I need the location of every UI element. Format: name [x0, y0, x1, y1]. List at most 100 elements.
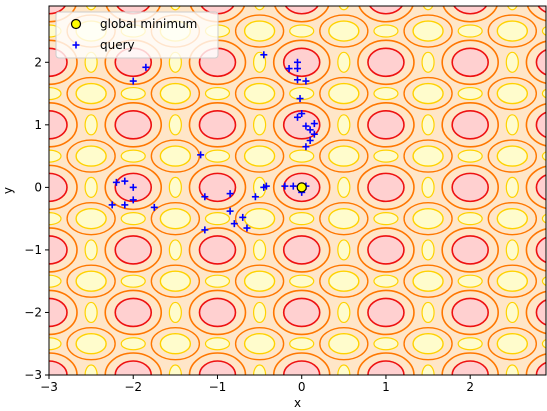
contour-ring-outer: [104, 289, 163, 336]
contour-saddle: [457, 212, 483, 226]
contour-cell: [441, 102, 499, 148]
contour-cell: [49, 164, 78, 211]
contour-peak-outer: [319, 327, 369, 361]
contour-saddle: [421, 239, 435, 261]
contour-peak: [319, 139, 369, 173]
query-point: [197, 151, 205, 159]
contour-peak-inner: [328, 20, 360, 42]
contour-cell: [525, 290, 546, 335]
contour-ring-outer: [442, 6, 498, 23]
contour-ring-inner: [49, 360, 68, 375]
contour-ring-inner: [537, 6, 546, 13]
contour-cell: [442, 6, 498, 23]
contour-peak-inner: [159, 82, 192, 105]
contour-cell: [357, 102, 415, 148]
contour-saddle: [84, 364, 98, 375]
contour-cell: [525, 228, 546, 272]
x-axis-label: x: [294, 396, 301, 410]
contour-peak-inner: [412, 82, 444, 105]
y-tick-label: −2: [24, 305, 42, 319]
contour-peak-outer: [319, 76, 369, 111]
contour-saddle: [541, 213, 546, 224]
contour-saddle: [337, 364, 351, 375]
contour-saddle: [373, 337, 399, 351]
contour-ring-inner: [114, 235, 153, 265]
contour-peak-outer: [66, 139, 116, 173]
contour-saddle: [84, 176, 98, 198]
contour-saddle: [49, 149, 62, 163]
contour-ring-inner: [198, 297, 237, 328]
legend-query-label: query: [100, 38, 135, 52]
x-tick-label: 1: [382, 380, 390, 394]
contour-ring-inner: [535, 174, 546, 201]
contour-saddle: [337, 301, 351, 324]
contour-cell: [188, 164, 247, 211]
contour-ring-inner: [114, 110, 153, 140]
contour-ring-outer: [49, 164, 78, 211]
query-point: [150, 203, 158, 211]
x-tick-label: −2: [124, 380, 142, 394]
contour-ring-outer: [272, 39, 331, 86]
contour-peak: [150, 139, 201, 173]
contour-ring-inner: [451, 110, 489, 140]
contour-cell: [274, 6, 330, 23]
query-point: [142, 63, 150, 71]
contour-ring-outer: [272, 227, 331, 273]
contour-cell: [49, 227, 78, 273]
contour-cell: [49, 6, 77, 23]
contour-saddle: [204, 149, 231, 163]
contour-ring-inner: [451, 297, 489, 328]
contour-saddle: [373, 24, 399, 38]
query-point: [226, 207, 234, 215]
contour-peak-outer: [403, 201, 453, 236]
contour-peak-inner: [412, 333, 444, 355]
contour-saddle: [254, 6, 265, 11]
contour-peak-inner: [412, 270, 444, 292]
contour-saddle: [168, 364, 182, 375]
contour-peak-inner: [243, 145, 276, 167]
contour-peak-outer: [319, 264, 369, 298]
contour-ring-inner: [367, 360, 405, 375]
query-point: [302, 77, 310, 85]
contour-ring-outer: [49, 102, 78, 148]
contour-saddle: [541, 338, 546, 349]
contour-peak-outer: [319, 139, 369, 173]
contour-peak-inner: [328, 82, 360, 105]
contour-saddle: [49, 86, 62, 101]
contour-cell: [188, 352, 247, 375]
y-tick-label: 2: [34, 55, 42, 69]
contour-saddle: [168, 301, 182, 324]
contour-cell: [188, 102, 247, 148]
data-markers: [108, 51, 318, 234]
contour-saddle: [289, 24, 315, 38]
contour-saddle: [49, 212, 62, 226]
contour-saddle: [373, 86, 399, 101]
query-point: [306, 126, 314, 134]
contour-saddle: [49, 274, 62, 288]
contour-ring-inner: [284, 6, 319, 15]
contour-peak-outer: [234, 264, 285, 298]
contour-peak: [487, 264, 538, 298]
contour-peak-inner: [243, 207, 276, 230]
legend-box: [55, 11, 219, 59]
contour-peak-outer: [403, 327, 453, 361]
contour-saddle: [373, 274, 399, 288]
contour-peak: [66, 327, 116, 361]
contour-peak-inner: [159, 207, 192, 230]
contour-ring-outer: [357, 164, 415, 211]
contour-saddle: [252, 114, 267, 136]
contour-peak-outer: [403, 14, 453, 48]
y-tick-label: 0: [34, 180, 42, 194]
contour-peak-outer: [234, 139, 285, 173]
contour-ring-inner: [198, 110, 237, 140]
contour-peak-inner: [75, 82, 107, 105]
contour-saddle: [168, 176, 182, 198]
contour-peak-outer: [66, 327, 116, 361]
contour-ring-outer: [272, 102, 331, 148]
contour-saddle: [421, 364, 435, 375]
contour-saddle: [204, 337, 231, 351]
query-point: [285, 65, 293, 73]
contour-ring-outer: [357, 227, 415, 273]
contour-cell: [49, 102, 78, 148]
contour-saddle: [457, 274, 483, 288]
